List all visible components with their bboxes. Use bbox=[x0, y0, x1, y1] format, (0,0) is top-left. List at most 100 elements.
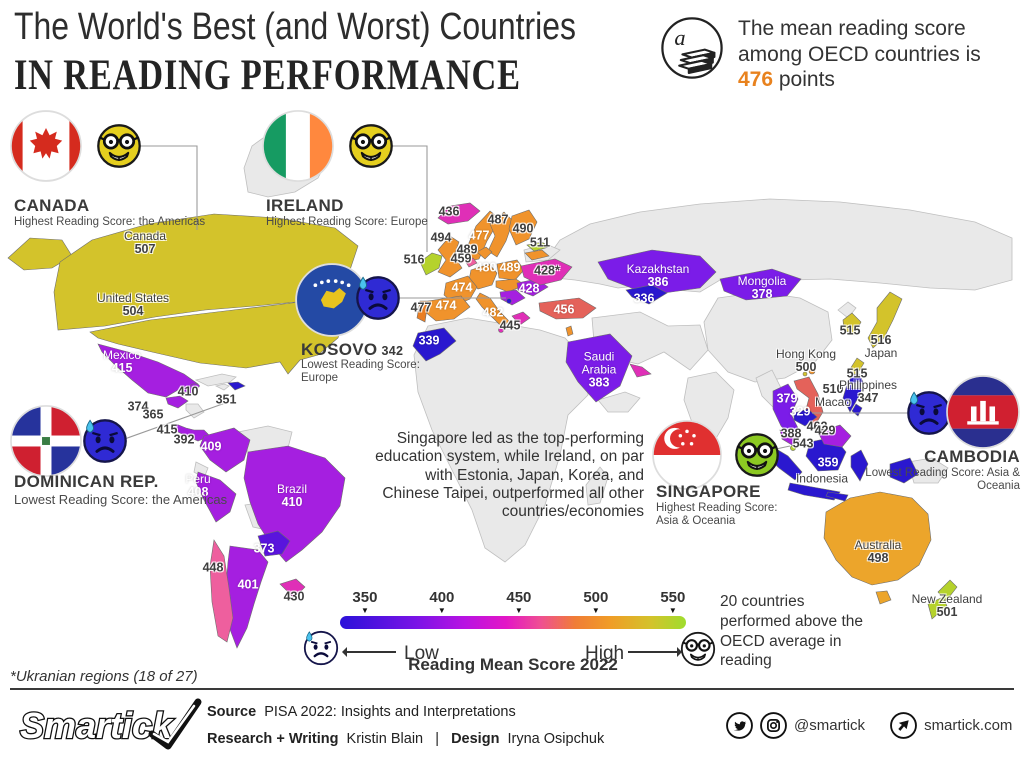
map-country-philippines bbox=[842, 371, 865, 413]
legend-tick-marker: ▼ bbox=[514, 606, 523, 615]
map-country-chile bbox=[209, 539, 234, 643]
svg-text:a: a bbox=[674, 25, 685, 50]
map-country-poland bbox=[496, 259, 525, 281]
callout-ireland: IRELAND Highest Reading Score: Europe bbox=[262, 110, 462, 230]
social-handle: @smartick bbox=[794, 717, 866, 734]
map-country-hong-kong bbox=[808, 367, 816, 375]
sad-face-emoji bbox=[82, 418, 128, 464]
nerd-face-emoji bbox=[96, 123, 142, 169]
oecd-mean-note: a The mean reading score among OECD coun… bbox=[660, 16, 1010, 93]
callout-country-name: CANADA bbox=[14, 196, 90, 215]
sad-face-outline-icon bbox=[303, 630, 339, 666]
map-country-estonia bbox=[526, 241, 550, 252]
design-value: Iryna Osipchuk bbox=[507, 731, 605, 747]
above-average-note: 20 countries performed above the OECD av… bbox=[720, 593, 864, 670]
legend-tick-marker: ▼ bbox=[591, 606, 600, 615]
map-country-denmark bbox=[476, 246, 493, 260]
source-label: Source bbox=[207, 704, 257, 720]
map-country-west-papua bbox=[889, 457, 919, 484]
legend-tick-marker: ▼ bbox=[360, 606, 369, 615]
credits-divider: | bbox=[435, 731, 439, 747]
map-country-taiwan bbox=[849, 357, 865, 377]
map-country-cambodia bbox=[793, 408, 818, 427]
legend-high-label: High bbox=[585, 643, 625, 664]
research-label: Research + Writing bbox=[207, 731, 339, 747]
callout-country-text: KOSOVO bbox=[301, 340, 378, 359]
map-country-argentina bbox=[225, 545, 269, 649]
legend-low-label: Low bbox=[404, 643, 439, 664]
map-country-guatemala bbox=[165, 395, 189, 409]
research-value: Kristin Blain bbox=[346, 731, 424, 747]
map-country-sulawesi bbox=[850, 449, 869, 482]
country-layer bbox=[7, 202, 958, 649]
legend-title: Reading Mean Score 2022 bbox=[408, 655, 618, 674]
map-country-dominican-republic bbox=[227, 381, 246, 391]
dominican-republic-flag-icon bbox=[10, 405, 82, 477]
map-country-finland bbox=[508, 209, 538, 246]
design-label: Design bbox=[451, 731, 500, 747]
map-country-mexico bbox=[97, 343, 199, 398]
annotation-text: Singapore led as the top-performing educ… bbox=[375, 430, 644, 521]
map-country-singapore bbox=[790, 445, 796, 451]
map-country-colombia bbox=[199, 427, 251, 473]
map-country-canada bbox=[53, 213, 359, 331]
map-country-uae bbox=[629, 363, 652, 378]
map-country-thailand bbox=[772, 383, 800, 438]
high-arrow bbox=[628, 647, 682, 657]
singapore-flag-icon bbox=[652, 420, 722, 490]
map-country-netherlands bbox=[464, 257, 478, 268]
map-country-united-kingdom bbox=[437, 235, 463, 278]
footer: Smartick Source PISA 2022: Insights and … bbox=[0, 690, 1024, 764]
nerd-face-emoji bbox=[348, 123, 394, 169]
map-country-new-zealand-south bbox=[927, 596, 948, 620]
callout-description: Lowest Reading Score: Europe bbox=[301, 359, 420, 385]
legend-tick-label: 450 bbox=[506, 589, 532, 606]
map-country-sweden bbox=[487, 211, 514, 258]
callout-country-name: KOSOVO 342 bbox=[301, 340, 403, 360]
title-line-2: IN READING PERFORMANCE bbox=[14, 52, 521, 99]
map-country-italy bbox=[475, 292, 510, 329]
map-country-ireland bbox=[419, 252, 443, 276]
map-country-malaysia-borneo bbox=[817, 424, 852, 448]
map-country-iceland bbox=[437, 202, 481, 225]
map-country-korea bbox=[842, 312, 862, 336]
map-country-morocco bbox=[412, 327, 457, 362]
map-country-lesser-sunda bbox=[825, 491, 849, 502]
legend-tick-label: 350 bbox=[352, 589, 378, 606]
callout-country-name: DOMINICAN REP. bbox=[14, 472, 159, 491]
legend-tick-label: 550 bbox=[660, 589, 686, 606]
legend-gradient-bar: 350 ▼ 400 ▼ 450 ▼ 500 ▼ 550 ▼ bbox=[340, 589, 686, 629]
map-country-japan bbox=[867, 291, 903, 349]
map-country-central-europe bbox=[495, 278, 526, 293]
reading-a-books-icon: a bbox=[661, 17, 723, 79]
callout-country-name: CAMBODIA bbox=[924, 447, 1020, 466]
callout-description: Highest Reading Score: the Americas bbox=[14, 216, 206, 228]
map-country-portugal bbox=[416, 300, 429, 323]
map-country-mongolia bbox=[719, 268, 802, 301]
oecd-text-before: The mean reading score among OECD countr… bbox=[738, 17, 981, 66]
legend-tick-label: 500 bbox=[583, 589, 609, 606]
svg-text:Smartick: Smartick bbox=[20, 705, 174, 746]
callout-description: Highest Reading Score: Asia & Oceania bbox=[656, 502, 778, 528]
legend-tick-marker: ▼ bbox=[668, 606, 677, 615]
social-links: @smartick smartick.com bbox=[726, 712, 1012, 739]
map-country-paraguay bbox=[257, 530, 291, 557]
oecd-mean-value: 476 bbox=[738, 68, 774, 92]
map-country-kazakhstan bbox=[597, 249, 717, 294]
map-country-tasmania bbox=[875, 590, 892, 605]
ireland-flag-icon bbox=[262, 110, 334, 182]
callout-description: Highest Reading Score: Europe bbox=[266, 216, 428, 228]
page-title: The World's Best (and Worst) Countries I… bbox=[14, 6, 683, 100]
map-country-baltics bbox=[524, 249, 550, 261]
source-value: PISA 2022: Insights and Interpretations bbox=[264, 704, 516, 720]
callout-cambodia: CAMBODIA Lowest Reading Score: Asia & Oc… bbox=[860, 375, 1022, 492]
callout-canada: CANADA Highest Reading Score: the Americ… bbox=[10, 110, 250, 230]
source-line: Source PISA 2022: Insights and Interpret… bbox=[207, 704, 516, 720]
map-country-ukraine bbox=[520, 258, 573, 286]
nerd-face-emoji bbox=[734, 432, 780, 478]
callout-kosovo: KOSOVO 342 Lowest Reading Score: Europe bbox=[295, 263, 465, 384]
cambodia-flag-icon bbox=[946, 375, 1020, 449]
credits-line: Research + Writing Kristin Blain | Desig… bbox=[207, 731, 604, 747]
twitter-icon bbox=[726, 712, 753, 739]
